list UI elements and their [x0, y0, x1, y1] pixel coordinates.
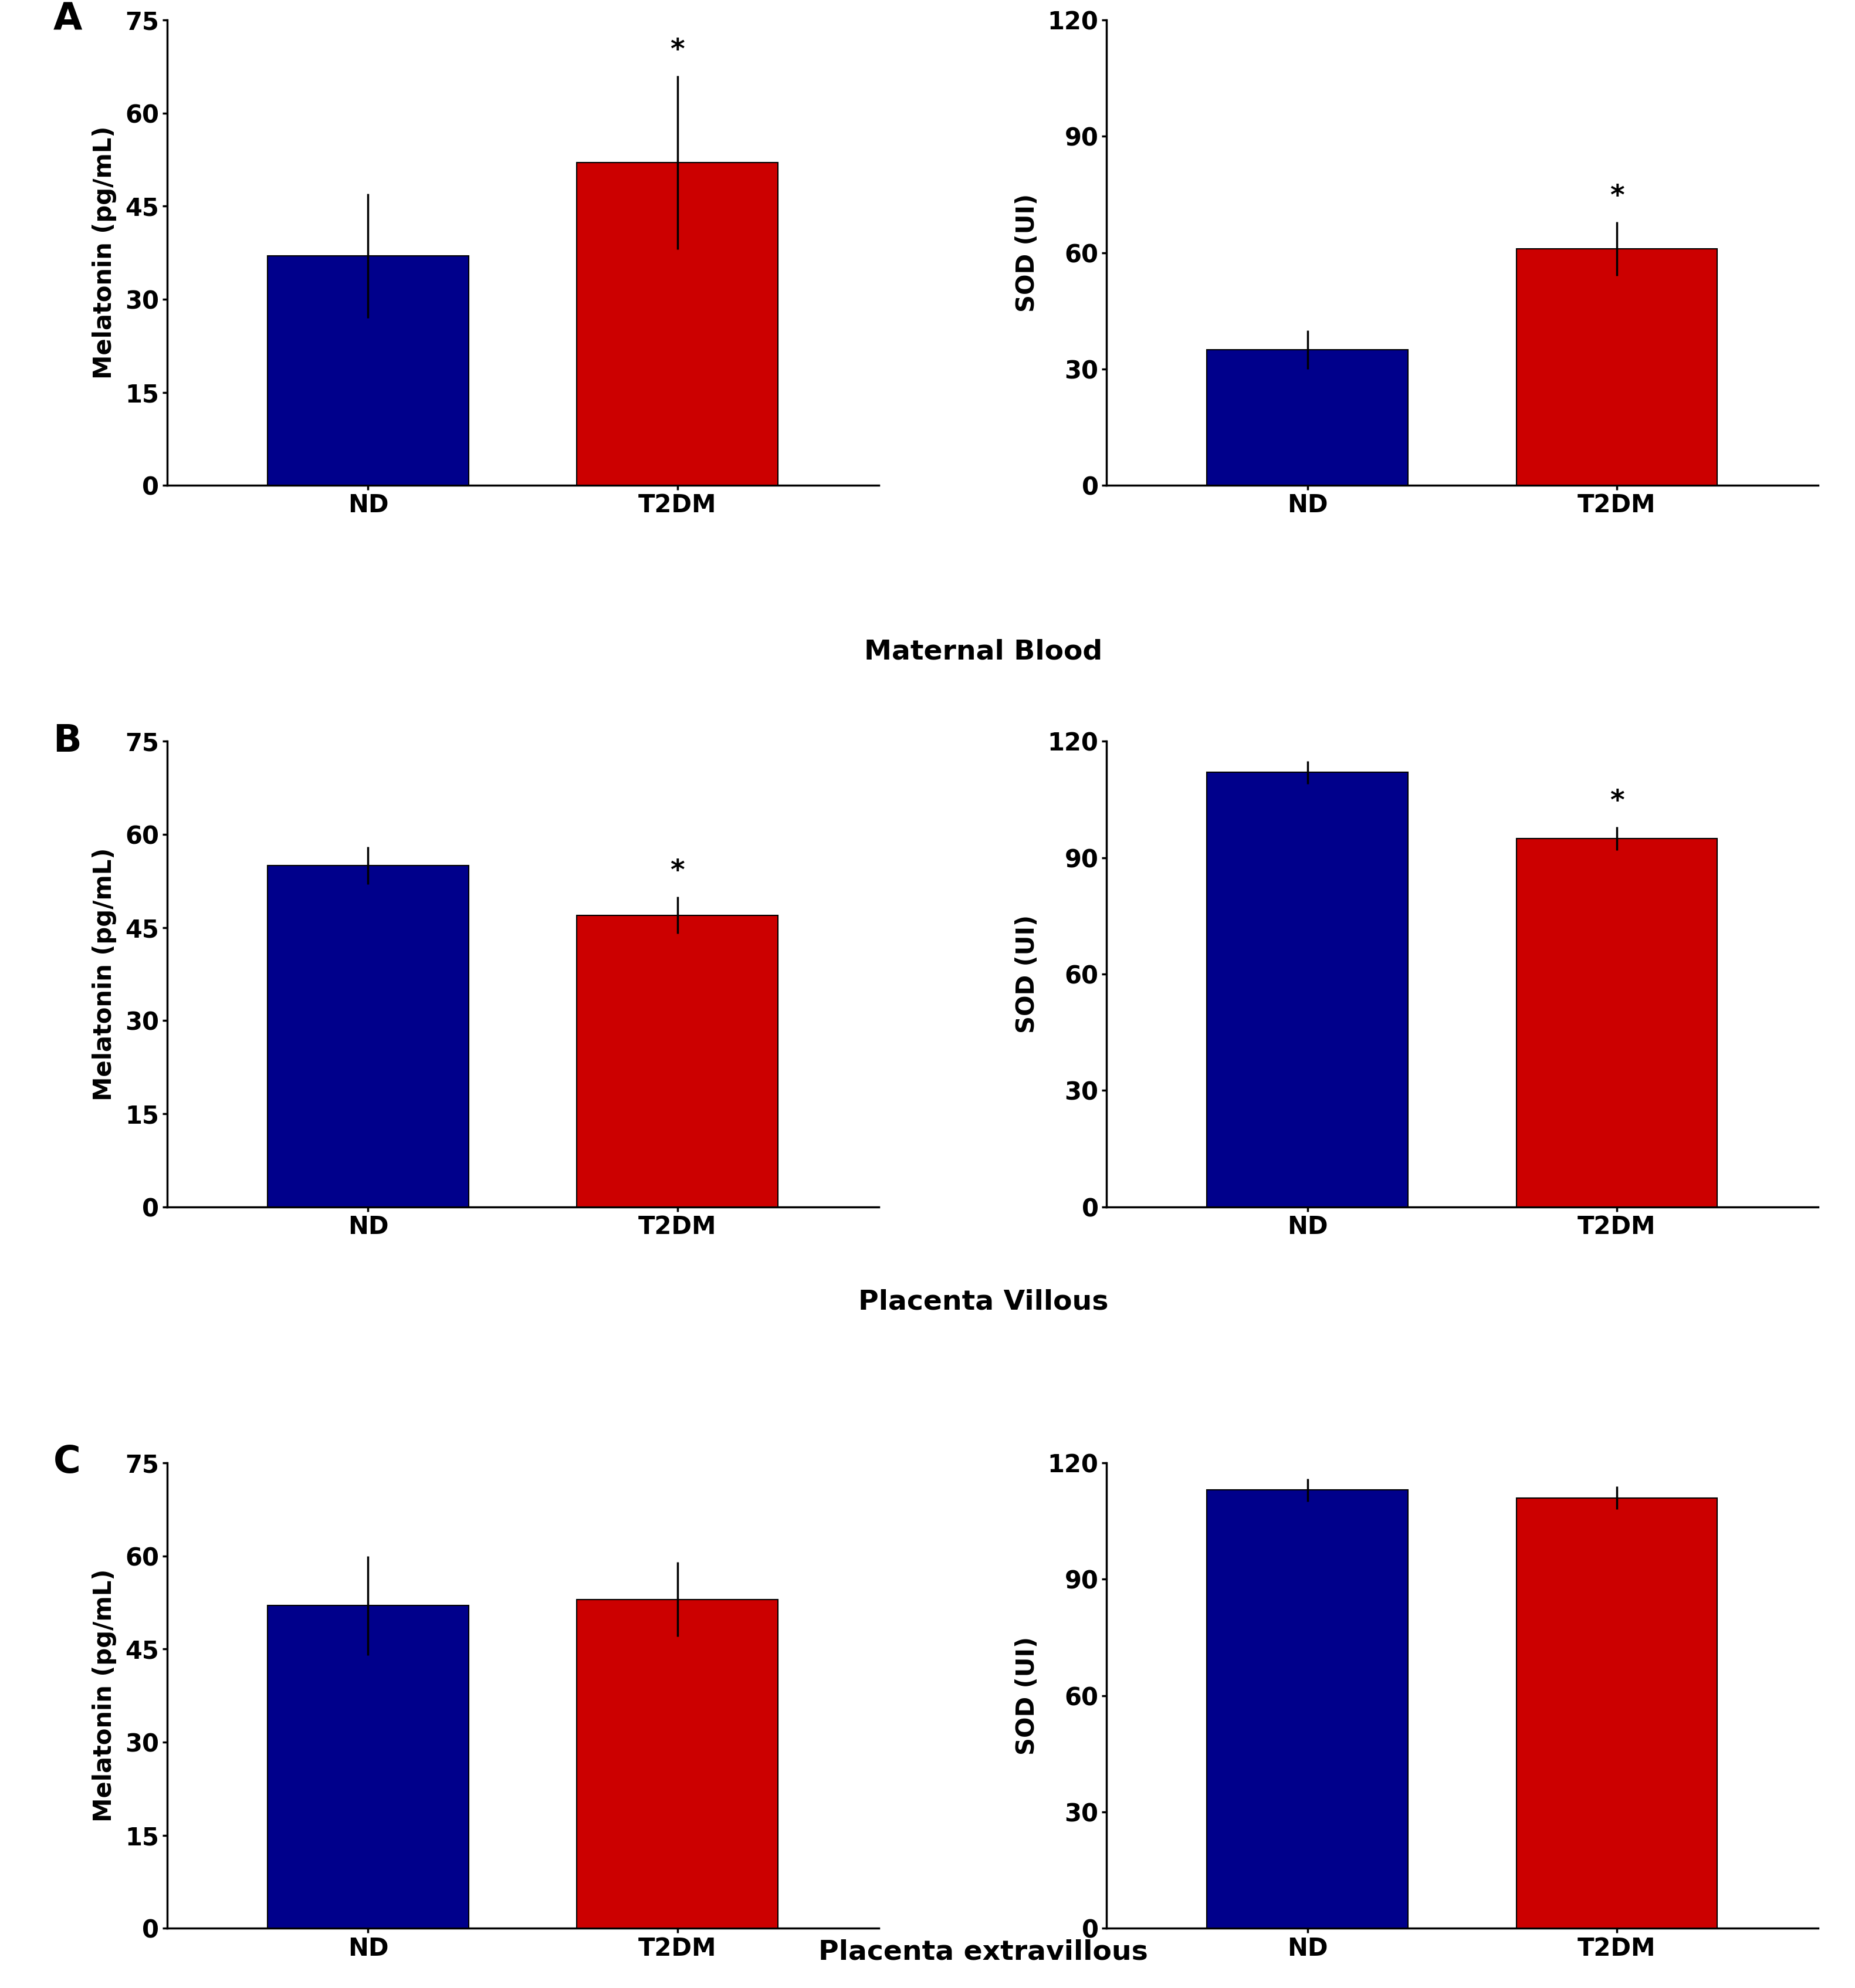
Text: *: *	[670, 38, 684, 64]
Text: C: C	[54, 1443, 80, 1481]
Bar	[577, 163, 777, 485]
Text: *: *	[670, 859, 684, 885]
Text: Maternal Blood: Maternal Blood	[864, 638, 1102, 666]
Text: Placenta extravillous: Placenta extravillous	[818, 1938, 1148, 1966]
Text: B: B	[54, 724, 82, 759]
Y-axis label: Melatonin (pg/mL): Melatonin (pg/mL)	[93, 125, 117, 380]
Bar	[267, 1606, 469, 1928]
Text: Placenta Villous: Placenta Villous	[859, 1288, 1107, 1316]
Y-axis label: Melatonin (pg/mL): Melatonin (pg/mL)	[93, 847, 117, 1101]
Bar	[1516, 1497, 1718, 1928]
Bar	[267, 865, 469, 1207]
Bar	[267, 256, 469, 485]
Bar	[1208, 350, 1408, 485]
Text: *: *	[1610, 183, 1623, 211]
Bar	[577, 1600, 777, 1928]
Y-axis label: SOD (UI): SOD (UI)	[1015, 193, 1039, 312]
Bar	[1208, 773, 1408, 1207]
Y-axis label: Melatonin (pg/mL): Melatonin (pg/mL)	[93, 1569, 117, 1823]
Text: A: A	[54, 2, 82, 38]
Text: *: *	[1610, 789, 1623, 815]
Bar	[1208, 1491, 1408, 1928]
Bar	[1516, 839, 1718, 1207]
Y-axis label: SOD (UI): SOD (UI)	[1015, 1636, 1039, 1755]
Bar	[1516, 249, 1718, 485]
Bar	[577, 914, 777, 1207]
Y-axis label: SOD (UI): SOD (UI)	[1015, 914, 1039, 1034]
